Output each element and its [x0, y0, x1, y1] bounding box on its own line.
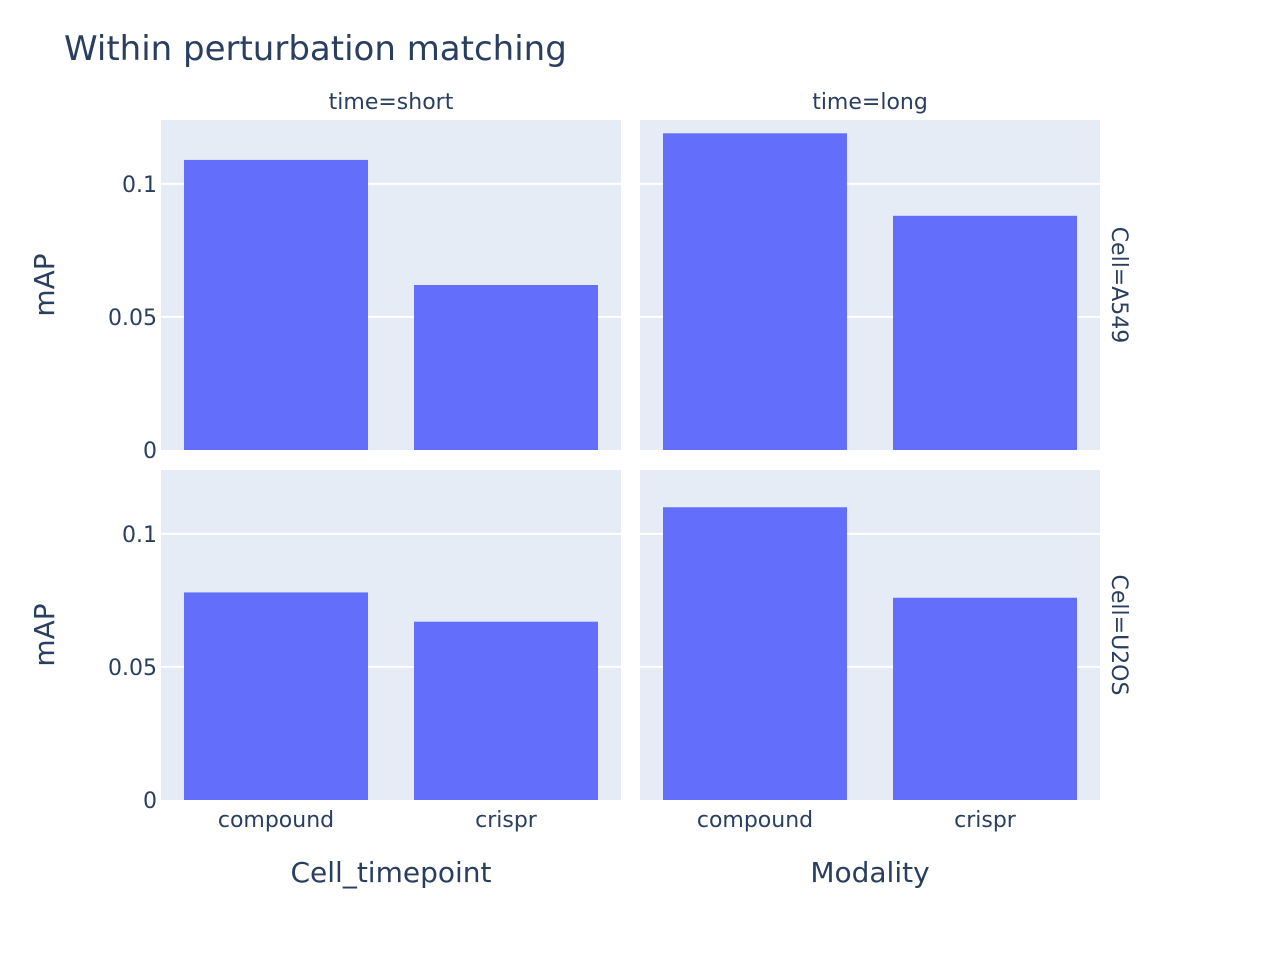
row-facet-label: Cell=A549 — [1106, 227, 1131, 344]
x-tick-label: crispr — [475, 808, 538, 833]
y-axis-title: mAP — [28, 253, 61, 316]
chart-title: Within perturbation matching — [64, 29, 567, 69]
x-axis-title: Cell_timepoint — [290, 856, 491, 889]
column-facet-label: time=short — [329, 90, 454, 115]
y-tick-label: 0.05 — [108, 306, 157, 331]
bar-compound — [184, 159, 368, 450]
x-axis-title: Modality — [810, 856, 929, 889]
y-tick-label: 0.1 — [122, 523, 157, 548]
x-tick-label: compound — [697, 808, 813, 833]
bar-compound — [184, 592, 368, 800]
x-tick-label: crispr — [954, 808, 1017, 833]
bar-compound — [663, 507, 847, 800]
bar-compound — [663, 133, 847, 450]
column-facet-label: time=long — [812, 90, 928, 115]
y-tick-label: 0 — [143, 439, 157, 464]
bar-crispr — [414, 285, 598, 450]
y-tick-label: 0.05 — [108, 656, 157, 681]
facet-panels: 0 0.05 0.1 mAP Cell=A549 0 0.05 0.1 mAP Cell=U2OS… — [28, 90, 1131, 889]
y-tick-label: 0.1 — [122, 173, 157, 198]
bar-crispr — [893, 597, 1077, 800]
y-axis-title: mAP — [28, 603, 61, 666]
y-tick-label: 0 — [143, 789, 157, 814]
row-facet-label: Cell=U2OS — [1106, 575, 1131, 696]
bar-crispr — [893, 215, 1077, 450]
bar-crispr — [414, 621, 598, 800]
x-tick-label: compound — [218, 808, 334, 833]
